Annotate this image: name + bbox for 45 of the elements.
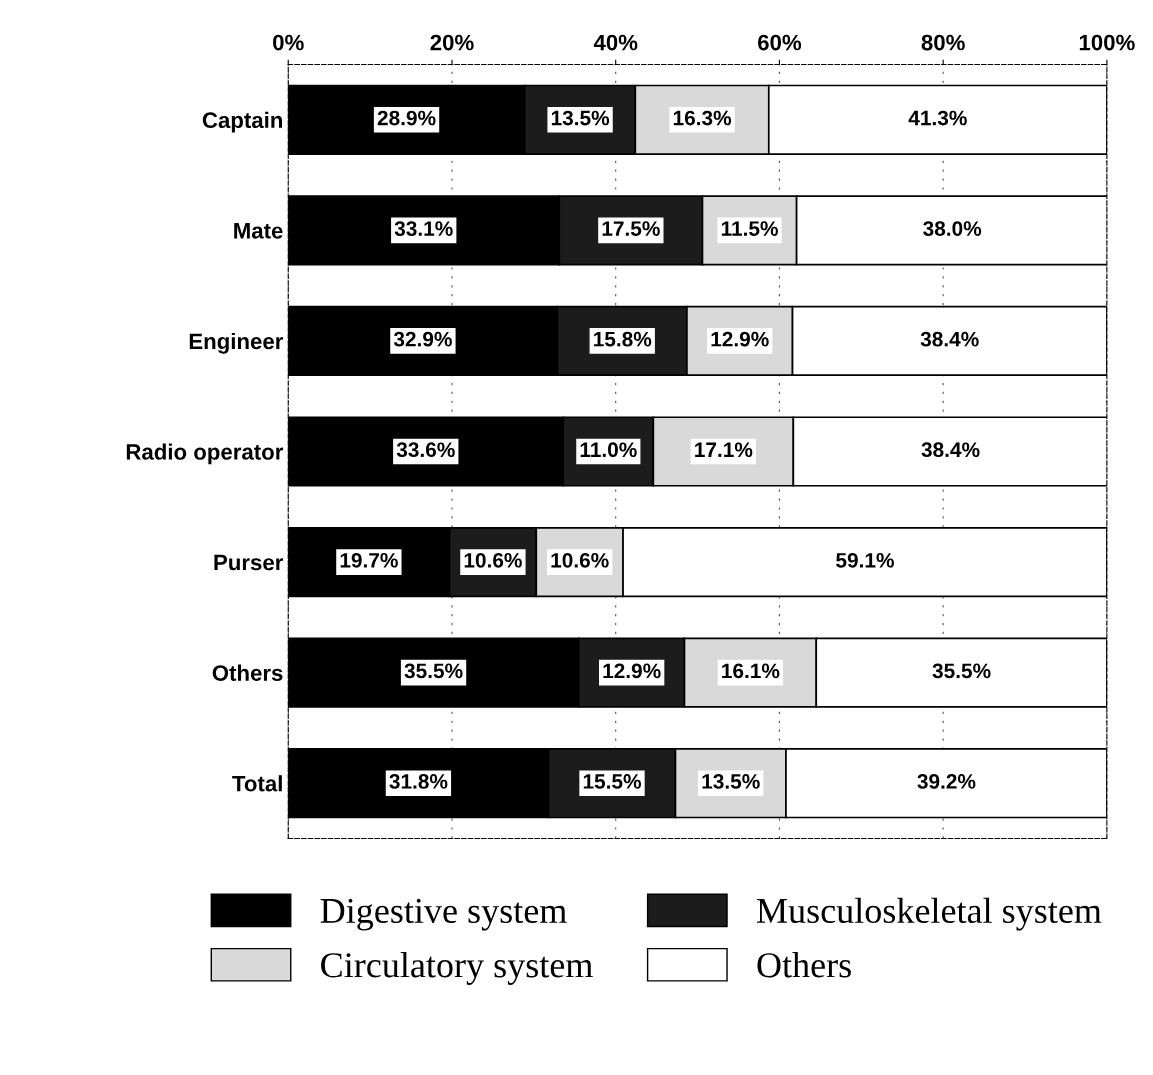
data-label: 39.2%	[917, 774, 976, 789]
data-label: 28.9%	[377, 110, 436, 126]
data-label: 11.0%	[580, 442, 637, 458]
legend-label: Digestive system	[320, 898, 567, 931]
data-label: 13.5%	[551, 110, 610, 126]
data-label: 15.5%	[583, 774, 642, 789]
data-label: 35.5%	[932, 663, 991, 679]
data-label: 16.1%	[722, 663, 780, 679]
data-label: 11.5%	[721, 221, 778, 236]
x-tick-label: 20%	[430, 34, 474, 51]
x-tick-label: 0%	[273, 34, 304, 51]
data-label: 38.4%	[920, 331, 979, 347]
y-tick-label: Mate	[234, 223, 283, 239]
data-label: 17.1%	[695, 442, 753, 458]
data-label: 10.6%	[551, 552, 609, 568]
data-label: 41.3%	[908, 110, 967, 126]
data-label: 16.3%	[673, 110, 732, 126]
data-label: 35.5%	[404, 663, 463, 679]
y-tick-label: Others	[212, 664, 283, 681]
data-label: 12.9%	[711, 331, 769, 347]
data-label: 31.8%	[389, 774, 448, 789]
x-tick-label: 40%	[593, 34, 638, 51]
legend-label: Others	[757, 952, 851, 978]
y-tick-label: Purser	[214, 554, 284, 571]
data-label: 38.0%	[923, 221, 982, 236]
data-label: 32.9%	[393, 331, 452, 347]
x-tick-label: 60%	[758, 34, 802, 51]
legend-label: Circulatory system	[321, 952, 593, 985]
data-label: 33.6%	[396, 442, 455, 458]
y-tick-label: Total	[232, 775, 282, 792]
data-label: 17.5%	[602, 221, 660, 236]
data-label: 38.4%	[921, 442, 980, 458]
y-tick-label: Radio operator	[126, 443, 284, 465]
data-label: 12.9%	[603, 663, 661, 679]
data-label: 15.8%	[594, 331, 652, 347]
data-label: 10.6%	[464, 552, 522, 568]
y-tick-label: Captain	[202, 111, 283, 133]
x-tick-label: 80%	[921, 34, 965, 51]
data-label: 33.1%	[394, 221, 453, 236]
x-tick-label: 100%	[1079, 34, 1135, 51]
data-label: 19.7%	[340, 552, 398, 568]
y-tick-label: Engineer	[189, 332, 284, 354]
legend-label: Musculoskeletal system	[756, 897, 1102, 931]
data-label: 13.5%	[702, 774, 760, 789]
data-label: 59.1%	[836, 552, 894, 568]
